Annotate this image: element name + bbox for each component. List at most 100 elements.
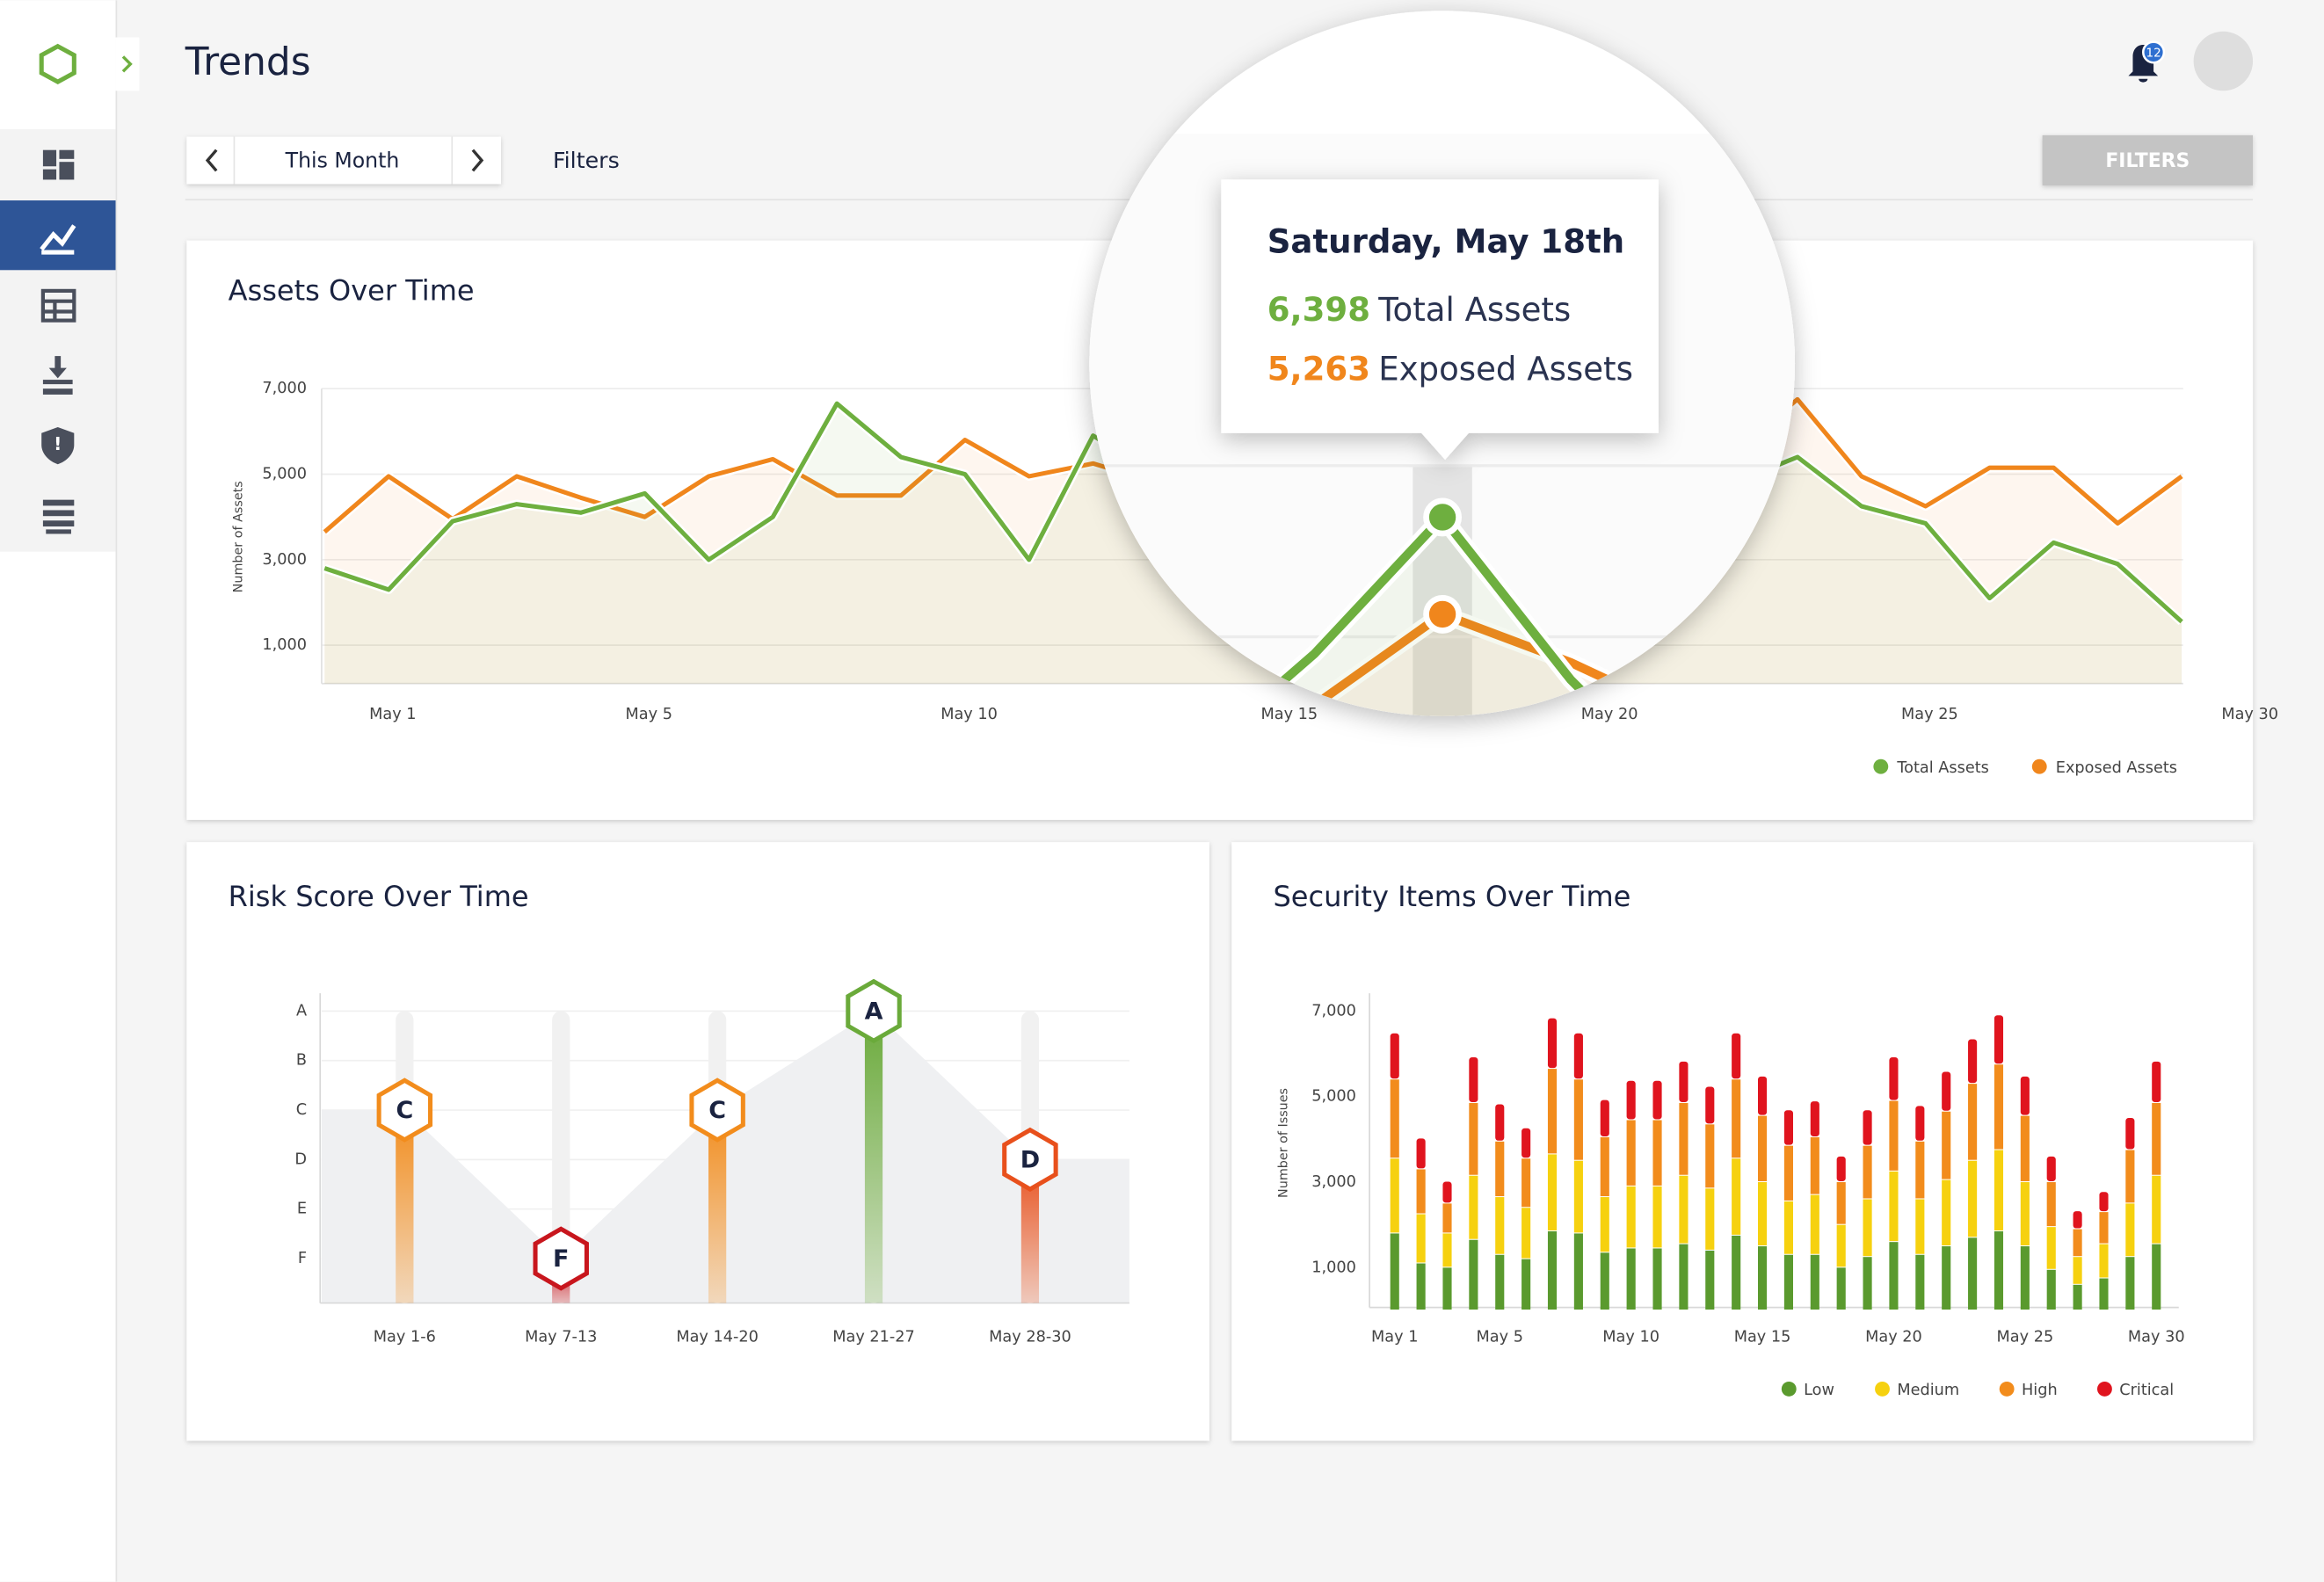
legend-label: High: [2022, 1382, 2058, 1399]
bar-segment: [2046, 1182, 2056, 1227]
expand-tab[interactable]: [115, 37, 140, 91]
bar-segment: [1626, 1080, 1636, 1120]
nav-trends-active[interactable]: [0, 200, 116, 271]
bar: [864, 1011, 883, 1303]
nav-list[interactable]: [42, 499, 75, 534]
bar-segment: [1889, 1171, 1899, 1242]
legend-label: Low: [1804, 1382, 1834, 1399]
nav-security[interactable]: [41, 427, 75, 465]
bar-segment: [1968, 1160, 1978, 1237]
bar-segment: [1521, 1259, 1531, 1310]
nav-download[interactable]: [42, 356, 73, 395]
bar-segment: [1836, 1267, 1846, 1310]
bar-segment: [1442, 1267, 1452, 1310]
bar-segment: [1836, 1182, 1846, 1224]
nav-dashboard[interactable]: [42, 149, 75, 180]
filters-label[interactable]: Filters: [553, 148, 620, 173]
bar-segment: [1915, 1199, 1925, 1254]
grade-label: A: [865, 998, 883, 1026]
bar-segment: [2125, 1257, 2135, 1310]
tooltip-series: Exposed Assets: [1378, 350, 1633, 388]
bar-segment: [1626, 1248, 1636, 1310]
tooltip: Saturday, May 18th 6,398 Total Assets5,26…: [1221, 179, 1659, 461]
bar: [708, 1110, 727, 1303]
y-tick-label: A: [296, 1002, 307, 1020]
x-tick-label: May 1-6: [374, 1328, 436, 1346]
bar-segment: [1757, 1076, 1768, 1115]
range-label[interactable]: This Month: [285, 149, 400, 173]
bar-segment: [1732, 1158, 1741, 1235]
x-tick-label: May 15: [1260, 706, 1318, 723]
avatar[interactable]: [2193, 31, 2254, 91]
legend-label: Critical: [2119, 1382, 2174, 1399]
bar-segment: [1652, 1120, 1662, 1186]
bar-segment: [1915, 1141, 1925, 1199]
bar-segment: [1968, 1084, 1978, 1160]
bar-segment: [1521, 1128, 1531, 1158]
bar-segment: [2152, 1103, 2161, 1175]
bar-segment: [2125, 1150, 2135, 1203]
logo[interactable]: [39, 43, 76, 85]
nav-table[interactable]: [40, 288, 76, 323]
prev-button[interactable]: [205, 149, 218, 172]
bar-segment: [1600, 1252, 1609, 1310]
badge-count: 12: [2146, 46, 2161, 60]
security-panel: [1231, 842, 2254, 1441]
y-tick-label: D: [294, 1150, 307, 1168]
bar-segment: [1968, 1039, 1978, 1084]
bar-segment: [2152, 1175, 2161, 1244]
bar-segment: [2020, 1246, 2030, 1310]
bar-segment: [1390, 1079, 1399, 1158]
grade-label: F: [553, 1245, 569, 1273]
page-title: Trends: [185, 40, 311, 84]
expand-icon: [121, 55, 133, 73]
bar-segment: [1889, 1056, 1899, 1100]
bar-segment: [1783, 1201, 1793, 1254]
bar-segment: [1600, 1136, 1609, 1197]
bar-segment: [1600, 1197, 1609, 1252]
bar-segment: [1942, 1179, 1951, 1246]
tooltip-value: 6,398: [1267, 291, 1370, 329]
bar-segment: [1679, 1175, 1689, 1244]
grade-badge: [689, 1078, 745, 1143]
bar-segment: [1705, 1250, 1715, 1310]
y-tick-label: 1,000: [1311, 1259, 1356, 1276]
legend-label: Total Assets: [1896, 759, 1989, 777]
x-tick-label: May 14-20: [676, 1328, 759, 1346]
y-axis-label: Number of Issues: [1276, 1088, 1290, 1198]
bar-segment: [2099, 1278, 2109, 1310]
bar-segment: [1836, 1156, 1846, 1182]
bar-segment: [1679, 1103, 1689, 1175]
bar-segment: [1732, 1235, 1741, 1310]
bar-segment: [1547, 1231, 1558, 1310]
next-button[interactable]: [471, 149, 484, 172]
bar-segment: [1915, 1254, 1925, 1310]
filters-button[interactable]: [2042, 134, 2254, 186]
bar-segment: [1889, 1242, 1899, 1310]
x-tick-label: May 30: [2221, 706, 2278, 723]
grade-label: C: [396, 1097, 413, 1124]
bar-segment: [1416, 1138, 1426, 1169]
bar-segment: [1863, 1199, 1872, 1257]
grade-badge: [376, 1078, 433, 1143]
bar-segment: [2020, 1115, 2030, 1182]
x-tick-label: May 21-27: [832, 1328, 915, 1346]
date-picker: [186, 136, 501, 185]
y-tick-label: 3,000: [262, 551, 307, 569]
y-tick-label: 1,000: [262, 636, 307, 654]
grade-label: D: [1020, 1147, 1040, 1174]
grade-label: C: [708, 1097, 726, 1124]
bar-segment: [2073, 1257, 2082, 1284]
bar-segment: [1547, 1154, 1558, 1230]
legend-dot: [2031, 758, 2047, 774]
bar-segment: [1573, 1233, 1583, 1310]
bar-segment: [1469, 1175, 1478, 1239]
filters-button-label[interactable]: FILTERS: [2105, 150, 2190, 172]
bar-segment: [2046, 1227, 2056, 1269]
bar-segment: [1652, 1248, 1662, 1310]
bar-segment: [1390, 1033, 1399, 1079]
bar-segment: [1915, 1106, 1925, 1141]
y-tick-label: 5,000: [1311, 1088, 1356, 1106]
legend-dot: [1781, 1381, 1797, 1397]
